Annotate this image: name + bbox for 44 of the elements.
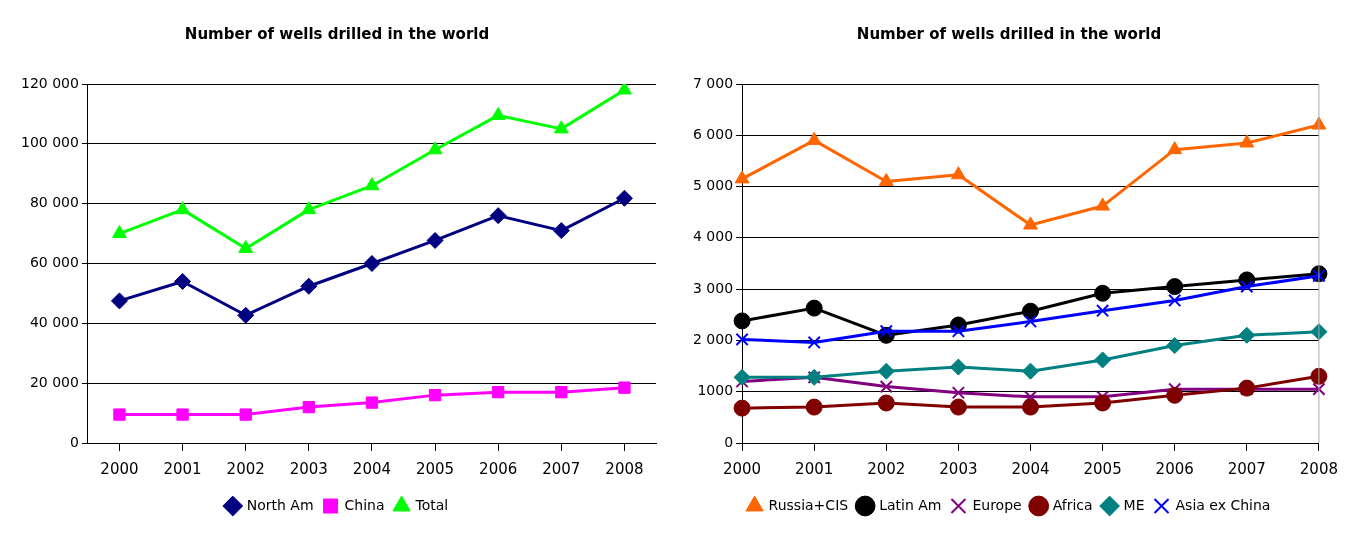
x-tick-label: 2008 [605, 459, 644, 478]
y-tick-label: 0 [724, 433, 734, 450]
legend-label: China [344, 496, 385, 513]
y-tick-label: 4 000 [692, 228, 734, 245]
y-tick-label: 40 000 [29, 313, 79, 330]
x-tick-label: 2007 [1227, 459, 1266, 478]
x-tick-label: 2006 [479, 459, 518, 478]
x-tick-label: 2000 [100, 459, 139, 478]
legend-label: Russia+CIS [768, 496, 849, 513]
y-tick-label: 2 000 [692, 331, 734, 348]
x-tick-label: 2005 [415, 459, 455, 478]
legend-label: Europe [972, 496, 1022, 513]
chart-title: Number of wells drilled in the world [184, 24, 490, 43]
y-tick-label: 6 000 [692, 125, 734, 142]
x-tick-label: 2001 [795, 459, 834, 478]
legend-label: Latin Am [879, 496, 942, 513]
x-tick-label: 2005 [1083, 459, 1122, 478]
y-tick-label: 0 [69, 433, 79, 450]
x-tick-label: 2007 [542, 459, 581, 478]
y-tick-label: 20 000 [29, 373, 79, 390]
x-tick-label: 2000 [722, 459, 762, 478]
y-tick-label: 7 000 [692, 74, 734, 91]
y-tick-label: 120 000 [20, 74, 79, 91]
x-tick-label: 2006 [1155, 459, 1194, 478]
x-tick-label: 2004 [352, 459, 392, 478]
legend-label: Africa [1052, 496, 1093, 513]
y-tick-label: 100 000 [20, 134, 79, 151]
legend-label: North Am [246, 496, 314, 513]
legend-label: ME [1123, 496, 1145, 513]
x-tick-label: 2004 [1011, 459, 1050, 478]
x-tick-label: 2002 [867, 459, 906, 478]
y-tick-label: 5 000 [692, 177, 734, 194]
x-tick-label: 2008 [1299, 459, 1339, 478]
y-tick-label: 60 000 [29, 254, 79, 271]
chart-title: Number of wells drilled in the world [856, 24, 1162, 43]
legend-label: Asia ex China [1175, 496, 1271, 513]
y-tick-label: 80 000 [29, 194, 79, 211]
x-tick-label: 2003 [939, 459, 978, 478]
x-tick-label: 2003 [289, 459, 328, 478]
legend-label: Total [414, 496, 449, 513]
y-tick-label: 1000 [697, 382, 734, 399]
x-tick-label: 2001 [163, 459, 202, 478]
x-tick-label: 2002 [226, 459, 265, 478]
y-tick-label: 3 000 [692, 279, 734, 296]
